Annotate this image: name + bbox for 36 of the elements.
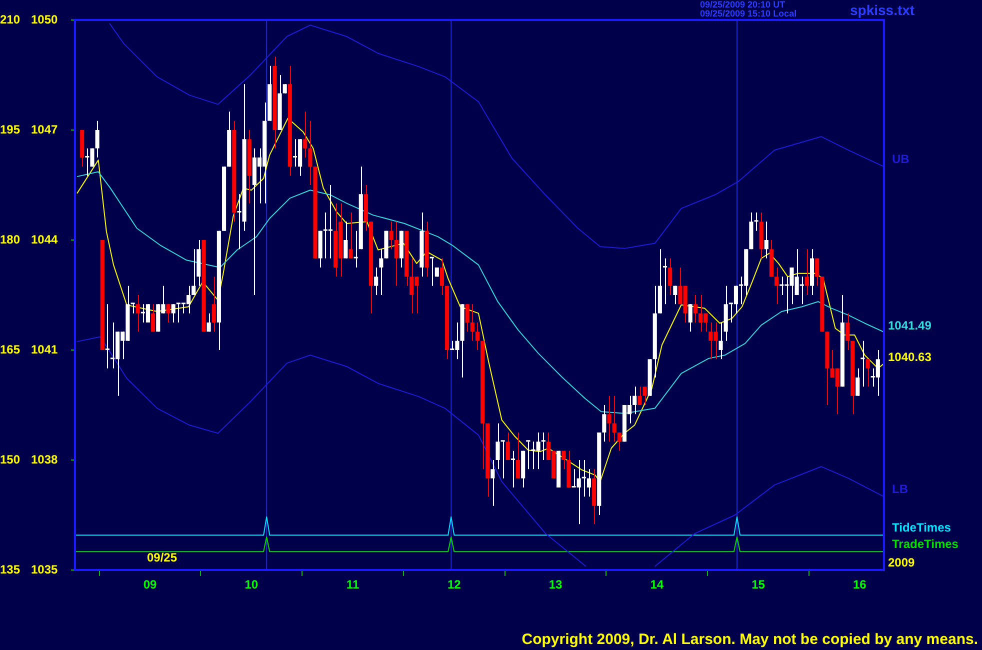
y2-tick-label: 150 [0, 452, 20, 466]
x-tick-label: 13 [548, 578, 563, 592]
y-tick-label: 1050 [31, 12, 58, 26]
x-tick-label: 14 [650, 578, 664, 592]
x-tick-label: 10 [244, 578, 258, 592]
y-tick-label: 1038 [31, 452, 58, 466]
series-label: TideTimes [892, 520, 952, 534]
y2-tick-label: 180 [0, 232, 20, 246]
x-tick-label: 12 [447, 578, 462, 592]
x-tick-label: 09 [143, 578, 158, 592]
y-tick-label: 1035 [31, 562, 58, 576]
candlestick [130, 302, 135, 314]
series-label: TradeTimes [892, 536, 959, 551]
data-label: 1040.63 [888, 350, 932, 364]
annotation: 09/25 [147, 550, 178, 564]
series-label: UB [892, 152, 910, 166]
text: spkiss.txt [850, 2, 915, 18]
y-tick-label: 1047 [31, 122, 58, 136]
y2-tick-label: 165 [0, 342, 20, 356]
candlestick [526, 440, 530, 470]
y2-tick-label: 210 [0, 12, 20, 26]
y-tick-label: 1044 [31, 232, 58, 246]
x-tick-label: 11 [346, 578, 360, 592]
y-tick-label: 1041 [31, 342, 58, 356]
text: Copyright 2009, Dr. Al Larson. May not be copied by any means. [522, 631, 978, 648]
data-label: 1041.49 [888, 318, 932, 332]
candlestick [430, 256, 434, 286]
text: 09/25/2009 15:10 Local [700, 8, 797, 18]
text: 2009 [888, 555, 916, 570]
series-label: LB [892, 482, 908, 496]
text: 09/25/2009 20:10 UT [700, 0, 786, 10]
candlestick [500, 440, 505, 479]
x-tick-label: 16 [852, 578, 867, 592]
y2-tick-label: 135 [0, 562, 20, 576]
y2-tick-label: 195 [0, 122, 20, 136]
x-tick-label: 15 [752, 578, 766, 592]
